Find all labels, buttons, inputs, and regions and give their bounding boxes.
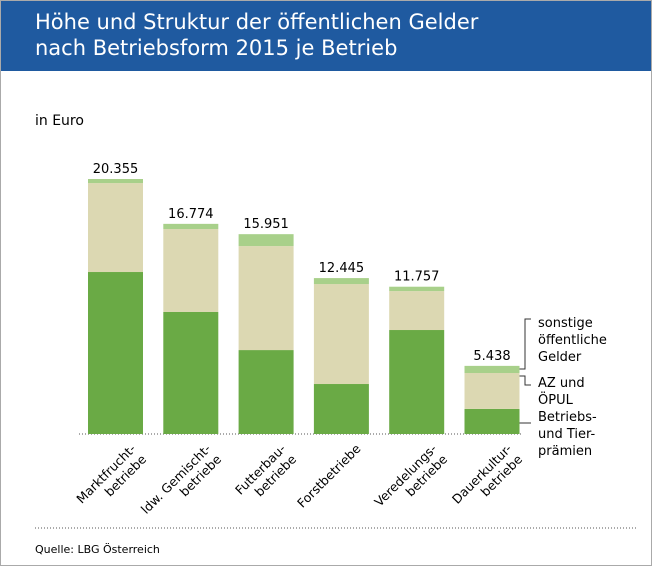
legend-label: Betriebs- und Tier- prämien xyxy=(538,410,597,459)
bar-segment xyxy=(313,384,369,434)
legend-label: sonstige öffentliche Gelder xyxy=(538,316,607,365)
legend-bracket xyxy=(519,318,531,370)
bar-segment xyxy=(238,234,294,247)
total-label: 12.445 xyxy=(319,261,365,276)
total-label: 20.355 xyxy=(93,162,139,177)
bar-segment xyxy=(163,223,219,230)
bar-segment xyxy=(163,229,219,312)
bar-segment xyxy=(313,284,369,385)
bar-segment xyxy=(88,179,143,184)
chart-title: Höhe und Struktur der öffentlichen Gelde… xyxy=(1,1,651,71)
total-label: 5.438 xyxy=(473,349,510,364)
bar-segment xyxy=(88,183,143,273)
bar-segment xyxy=(389,286,445,292)
total-label: 11.757 xyxy=(394,270,440,285)
bar-segment xyxy=(238,350,294,434)
legend-label: AZ und ÖPUL xyxy=(538,376,585,408)
bar-segment xyxy=(163,311,219,434)
bar-segment xyxy=(464,365,520,373)
bar-segment xyxy=(464,372,520,409)
legend-bracket xyxy=(519,375,531,386)
total-label: 16.774 xyxy=(168,207,214,222)
bar-segment xyxy=(389,291,445,331)
unit-label: in Euro xyxy=(35,113,84,129)
bar-segment xyxy=(464,408,520,434)
total-label: 15.951 xyxy=(243,217,289,232)
bar-segment xyxy=(88,272,143,434)
bar-segment xyxy=(313,278,369,285)
bar-segment xyxy=(238,246,294,351)
bar-segment xyxy=(389,330,445,434)
source: Quelle: LBG Österreich xyxy=(35,543,160,556)
